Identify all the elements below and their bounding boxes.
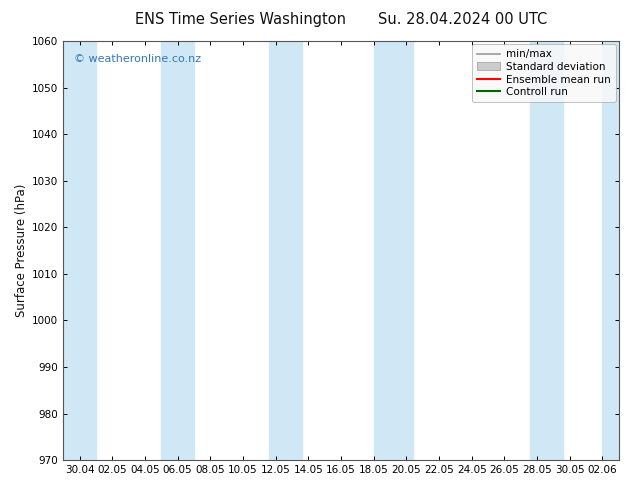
Text: Su. 28.04.2024 00 UTC: Su. 28.04.2024 00 UTC — [378, 12, 547, 27]
Bar — [161, 41, 194, 460]
Bar — [531, 41, 563, 460]
Text: ENS Time Series Washington: ENS Time Series Washington — [136, 12, 346, 27]
Bar — [373, 41, 413, 460]
Bar — [63, 41, 96, 460]
Y-axis label: Surface Pressure (hPa): Surface Pressure (hPa) — [15, 184, 28, 318]
Bar — [269, 41, 302, 460]
Bar — [602, 41, 634, 460]
Legend: min/max, Standard deviation, Ensemble mean run, Controll run: min/max, Standard deviation, Ensemble me… — [472, 44, 616, 102]
Text: © weatheronline.co.nz: © weatheronline.co.nz — [74, 53, 202, 64]
